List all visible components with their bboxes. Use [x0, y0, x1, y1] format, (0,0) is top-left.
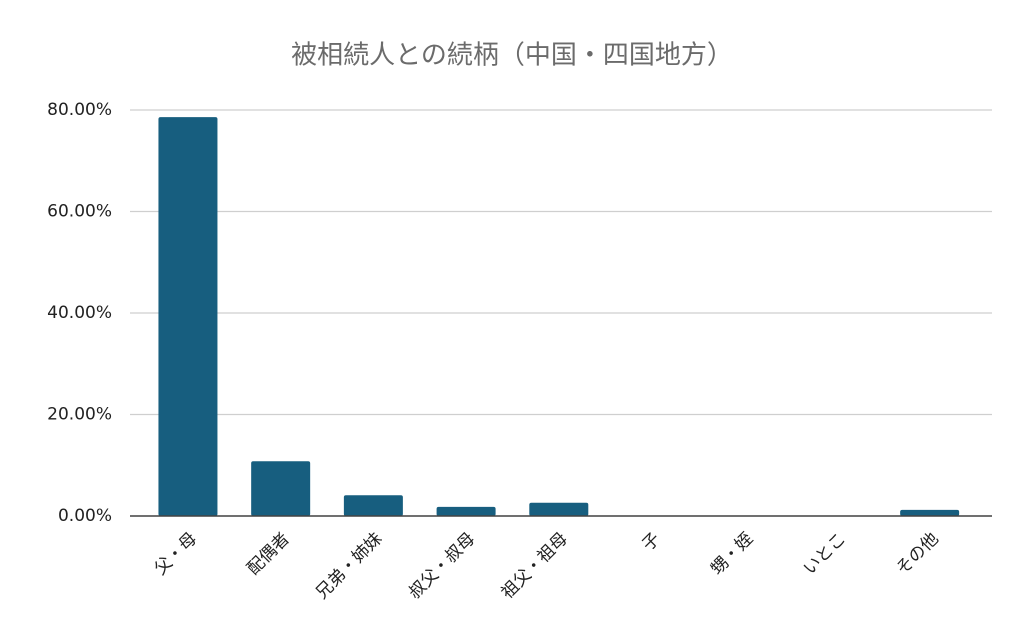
bar	[900, 509, 960, 516]
x-tick-label: 叔父・叔母	[405, 529, 479, 603]
x-tick-label: 甥・姪	[707, 529, 757, 579]
x-tick-label: その他	[893, 529, 943, 579]
bar	[529, 502, 589, 516]
x-tick-label: 父・母	[151, 529, 201, 579]
bar	[343, 495, 403, 516]
x-tick-label: いとこ	[800, 529, 850, 579]
chart-title: 被相続人との続柄（中国・四国地方）	[291, 41, 733, 71]
y-tick-label: 40.00%	[47, 303, 112, 323]
bar	[436, 506, 496, 516]
x-tick-label: 配偶者	[244, 529, 294, 579]
x-tick-label: 子	[638, 529, 664, 555]
bar	[158, 117, 218, 516]
x-tick-label: 祖父・祖母	[498, 529, 572, 603]
y-tick-label: 20.00%	[47, 405, 112, 425]
y-tick-label: 80.00%	[47, 100, 112, 120]
bar	[251, 461, 311, 516]
x-tick-label: 兄弟・姉妹	[312, 529, 386, 603]
y-tick-label: 0.00%	[58, 506, 112, 526]
y-tick-label: 60.00%	[47, 202, 112, 222]
